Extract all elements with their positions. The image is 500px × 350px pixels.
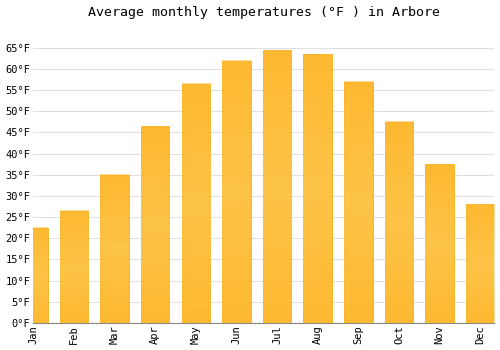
Bar [385,122,413,323]
Bar [466,204,494,323]
Bar [222,61,250,323]
Bar [426,164,454,323]
Bar [182,84,210,323]
Title: Average monthly temperatures (°F ) in Arbore: Average monthly temperatures (°F ) in Ar… [88,6,440,19]
Bar [19,228,48,323]
Bar [60,211,88,323]
Bar [141,126,170,323]
Bar [263,50,292,323]
Bar [304,54,332,323]
Bar [344,82,372,323]
Bar [100,175,129,323]
